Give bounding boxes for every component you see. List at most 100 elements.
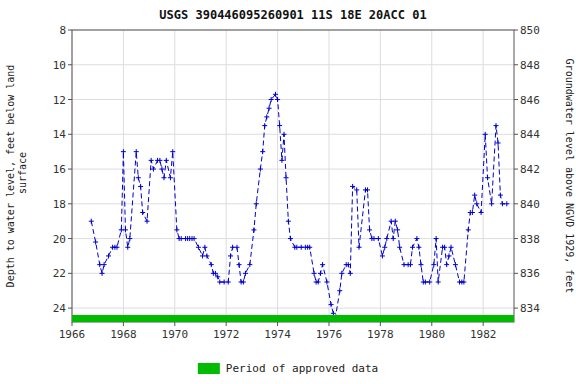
point-marker	[446, 253, 451, 258]
point-marker	[269, 97, 274, 102]
y-grid-line	[72, 238, 514, 239]
point-marker	[228, 253, 233, 258]
y-tick-label: 8	[59, 24, 66, 37]
point-marker	[461, 280, 466, 285]
point-marker	[127, 236, 132, 241]
point-marker	[494, 123, 499, 128]
point-marker	[500, 201, 505, 206]
y-tick-label: 16	[53, 163, 66, 176]
y-tick-label: 20	[53, 233, 66, 246]
x-tick-label: 1976	[316, 328, 343, 341]
point-marker	[106, 253, 111, 258]
y2-tick	[514, 273, 518, 274]
point-marker	[337, 288, 342, 293]
point-marker	[267, 106, 272, 111]
point-marker	[339, 271, 344, 276]
y2-tick-label: 834	[520, 302, 540, 315]
point-marker	[121, 149, 126, 154]
x-grid-line	[483, 30, 484, 322]
point-marker	[294, 245, 299, 250]
point-marker	[357, 245, 362, 250]
point-marker	[168, 175, 173, 180]
x-tick-label: 1966	[59, 328, 86, 341]
point-marker	[273, 92, 278, 97]
point-marker	[423, 280, 428, 285]
point-marker	[496, 140, 501, 145]
y2-tick-label: 844	[520, 128, 540, 141]
point-marker	[230, 245, 235, 250]
plot-area	[72, 92, 514, 322]
x-tick	[431, 322, 432, 326]
point-marker	[391, 236, 396, 241]
x-tick	[226, 322, 227, 326]
point-marker	[140, 210, 145, 215]
point-marker	[226, 280, 231, 285]
y-tick-label: 12	[53, 94, 66, 107]
point-marker	[157, 158, 162, 163]
point-marker	[431, 262, 436, 267]
x-tick-label: 1974	[264, 328, 291, 341]
point-marker	[449, 245, 454, 250]
y2-tick-label: 846	[520, 94, 540, 107]
point-marker	[414, 236, 419, 241]
y-tick	[68, 238, 72, 239]
point-marker	[170, 149, 175, 154]
point-marker	[498, 193, 503, 198]
point-marker	[217, 280, 222, 285]
point-marker	[324, 280, 329, 285]
point-marker	[416, 245, 421, 250]
point-marker	[264, 114, 269, 119]
x-grid-line	[123, 30, 124, 322]
point-marker	[209, 262, 214, 267]
y2-tick	[514, 99, 518, 100]
x-tick-label: 1978	[367, 328, 394, 341]
x-tick	[72, 322, 73, 326]
point-marker	[453, 262, 458, 267]
point-marker	[196, 245, 201, 250]
point-marker	[367, 227, 372, 232]
point-marker	[243, 271, 248, 276]
point-marker	[350, 184, 355, 189]
point-marker	[504, 201, 509, 206]
point-marker	[262, 123, 267, 128]
point-marker	[384, 236, 389, 241]
x-tick	[123, 322, 124, 326]
x-tick	[277, 322, 278, 326]
point-marker	[284, 175, 289, 180]
x-tick-label: 1972	[213, 328, 240, 341]
y2-tick	[514, 134, 518, 135]
point-marker	[125, 245, 130, 250]
y-grid-line	[72, 273, 514, 274]
y-tick	[68, 203, 72, 204]
y-tick-label: 24	[53, 302, 67, 315]
point-marker	[318, 271, 323, 276]
point-marker	[427, 280, 432, 285]
point-marker	[204, 253, 209, 258]
point-marker	[466, 227, 471, 232]
point-marker	[382, 245, 387, 250]
point-marker	[123, 227, 128, 232]
legend: Period of approved data	[198, 362, 378, 375]
y-axis-label: Depth to water level, feet below land su…	[5, 65, 28, 288]
x-grid-line	[380, 30, 381, 322]
x-tick-label: 1982	[470, 328, 497, 341]
chart: 1966196819701972197419761978198019828101…	[0, 0, 576, 384]
y-axis-label-line: surface	[17, 152, 28, 200]
point-marker	[277, 123, 282, 128]
point-marker	[408, 262, 413, 267]
point-marker	[100, 271, 105, 276]
point-marker	[483, 132, 488, 137]
approved-period-bar	[72, 315, 514, 322]
point-marker	[151, 167, 156, 172]
point-marker	[320, 262, 325, 267]
x-tick	[380, 322, 381, 326]
x-tick-label: 1980	[419, 328, 446, 341]
y-tick	[68, 273, 72, 274]
x-grid-line	[226, 30, 227, 322]
y2-tick-label: 838	[520, 233, 540, 246]
series-line	[91, 94, 507, 317]
point-marker	[479, 210, 484, 215]
point-marker	[97, 262, 102, 267]
point-marker	[410, 245, 415, 250]
point-marker	[114, 245, 119, 250]
